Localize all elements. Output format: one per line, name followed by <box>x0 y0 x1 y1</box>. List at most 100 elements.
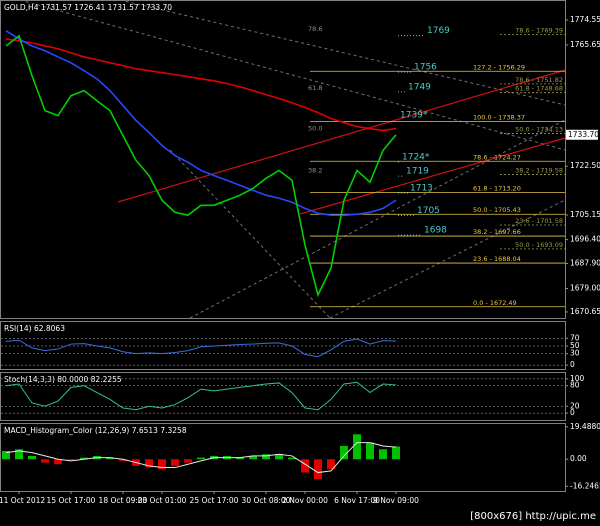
trendline <box>119 0 566 106</box>
y-tick-label: 19.4880 <box>570 422 600 431</box>
trendline <box>329 199 566 319</box>
histogram-bar <box>353 434 361 460</box>
last-price-box <box>566 129 598 140</box>
histogram-bar <box>184 459 192 463</box>
trendline <box>169 149 331 319</box>
x-tick-label: 11 Oct 2012 <box>0 496 45 505</box>
panel-frame <box>0 372 566 421</box>
histogram-bar <box>54 459 62 465</box>
fib-label: 50.0 - 1705.43 <box>473 206 521 214</box>
histogram-bar <box>379 449 387 460</box>
x-tick-label: 18 Oct 09:00 <box>99 496 148 505</box>
trendline <box>189 119 566 319</box>
histogram-bar <box>80 457 88 460</box>
x-tick-label: 6 Nov 17:00 <box>334 496 380 505</box>
histogram-bar <box>340 445 348 460</box>
fib-label: 100.0 - 1738.37 <box>473 114 525 122</box>
fib-label: 23.6 - 1701.58 <box>515 217 563 225</box>
y-tick-label: 80 <box>570 381 580 390</box>
y-tick-label: -16.2465 <box>570 481 600 490</box>
histogram-bar <box>236 457 244 460</box>
histogram-bar <box>171 459 179 466</box>
y-tick-label: 30 <box>570 349 580 358</box>
x-tick-label: 15 Oct 17:00 <box>47 496 96 505</box>
fib-label: 61.8 - 1748.68 <box>515 85 563 93</box>
fib-label: 0.0 - 1672.49 <box>473 299 517 307</box>
histogram-bar <box>327 459 335 470</box>
histogram-bar <box>28 455 36 460</box>
histogram-bar <box>288 457 296 460</box>
panel-frame <box>0 423 566 492</box>
y-tick-label: 1705.15 <box>570 210 600 219</box>
channel-label: 61.8 <box>308 84 322 92</box>
level-label: 1698 <box>424 226 447 236</box>
trendline <box>117 69 566 203</box>
series-line <box>5 34 397 298</box>
fib-label: 23.6 - 1688.04 <box>473 255 521 263</box>
fib-label: 38.2 - 1719.58 <box>515 166 563 174</box>
y-tick-label: 1696.40 <box>570 235 600 244</box>
histogram-bar <box>392 446 400 460</box>
x-tick-label: 25 Oct 17:00 <box>190 496 239 505</box>
histogram-bar <box>366 442 374 460</box>
level-label: 1756 <box>414 63 437 73</box>
series-line <box>5 38 397 132</box>
histogram-bar <box>119 459 127 461</box>
channel-label: 38.2 <box>308 166 322 174</box>
chart-title: MACD_Histogram_Color (12,26,9) 7.6513 7.… <box>4 426 187 435</box>
histogram-bar <box>106 457 114 460</box>
last-price-label: 1733.70 <box>568 130 599 139</box>
y-tick-label: 1774.55 <box>570 15 600 24</box>
trendline <box>19 0 566 151</box>
histogram-bar <box>314 459 322 480</box>
y-tick-label: 0.00 <box>570 454 587 463</box>
level-label: 1705 <box>417 206 440 216</box>
y-tick-label: 1670.65 <box>570 307 600 316</box>
x-tick-label: 2 Nov 00:00 <box>282 496 328 505</box>
series-line <box>5 381 397 411</box>
chart-title: GOLD,H4 1731.57 1726.41 1731.57 1733.70 <box>4 3 172 12</box>
y-tick-label: 1722.50 <box>570 161 600 170</box>
histogram-bar <box>67 459 75 461</box>
x-tick-label: 23 Oct 01:00 <box>138 496 187 505</box>
level-label: 1769 <box>427 26 450 36</box>
channel-label: 78.6 <box>308 25 322 33</box>
y-tick-label: 50 <box>570 341 580 350</box>
y-tick-label: 0 <box>570 360 575 369</box>
y-tick-label: 1765.65 <box>570 40 600 49</box>
fib-label: 78.6 - 1751.82 <box>515 76 563 84</box>
level-label: 1739* <box>400 110 428 120</box>
y-tick-label: 20 <box>570 401 580 410</box>
y-tick-label: 1679.00 <box>570 283 600 292</box>
series-line <box>5 338 397 358</box>
x-tick-label: 9 Nov 09:00 <box>373 496 419 505</box>
x-tick-label: 30 Oct 08:00 <box>242 496 291 505</box>
fib-label: 127.2 - 1756.29 <box>473 63 525 71</box>
histogram-bar <box>158 459 166 470</box>
histogram-bar <box>249 455 257 460</box>
fib-label: 61.8 - 1713.20 <box>473 184 521 192</box>
fib-label: 50.0 - 1693.09 <box>515 241 563 249</box>
fib-label: 38.2 - 1697.66 <box>473 228 521 236</box>
level-label: 1749 <box>408 82 431 92</box>
histogram-bar <box>301 459 309 473</box>
fib-label: 78.6 - 1769.39 <box>515 26 563 34</box>
watermark: [800x676] http://upic.me <box>470 511 596 522</box>
level-label: 1713 <box>410 183 433 193</box>
histogram-bar <box>145 459 153 468</box>
histogram-bar <box>262 454 270 460</box>
level-label: 1719 <box>406 167 429 177</box>
channel-label: 50.0 <box>308 125 322 133</box>
fib-label: 78.6 - 1724.27 <box>473 153 521 161</box>
histogram-bar <box>275 454 283 460</box>
y-tick-label: 0 <box>570 408 575 417</box>
histogram-bar <box>41 459 49 463</box>
chart-title: RSI(14) 62.8063 <box>4 324 65 333</box>
series-line <box>5 442 397 474</box>
fib-label: 50.0 - 1734.13 <box>515 126 563 134</box>
histogram-bar <box>2 450 10 460</box>
panel-frame <box>0 0 566 319</box>
y-tick-label: 1687.90 <box>570 258 600 267</box>
